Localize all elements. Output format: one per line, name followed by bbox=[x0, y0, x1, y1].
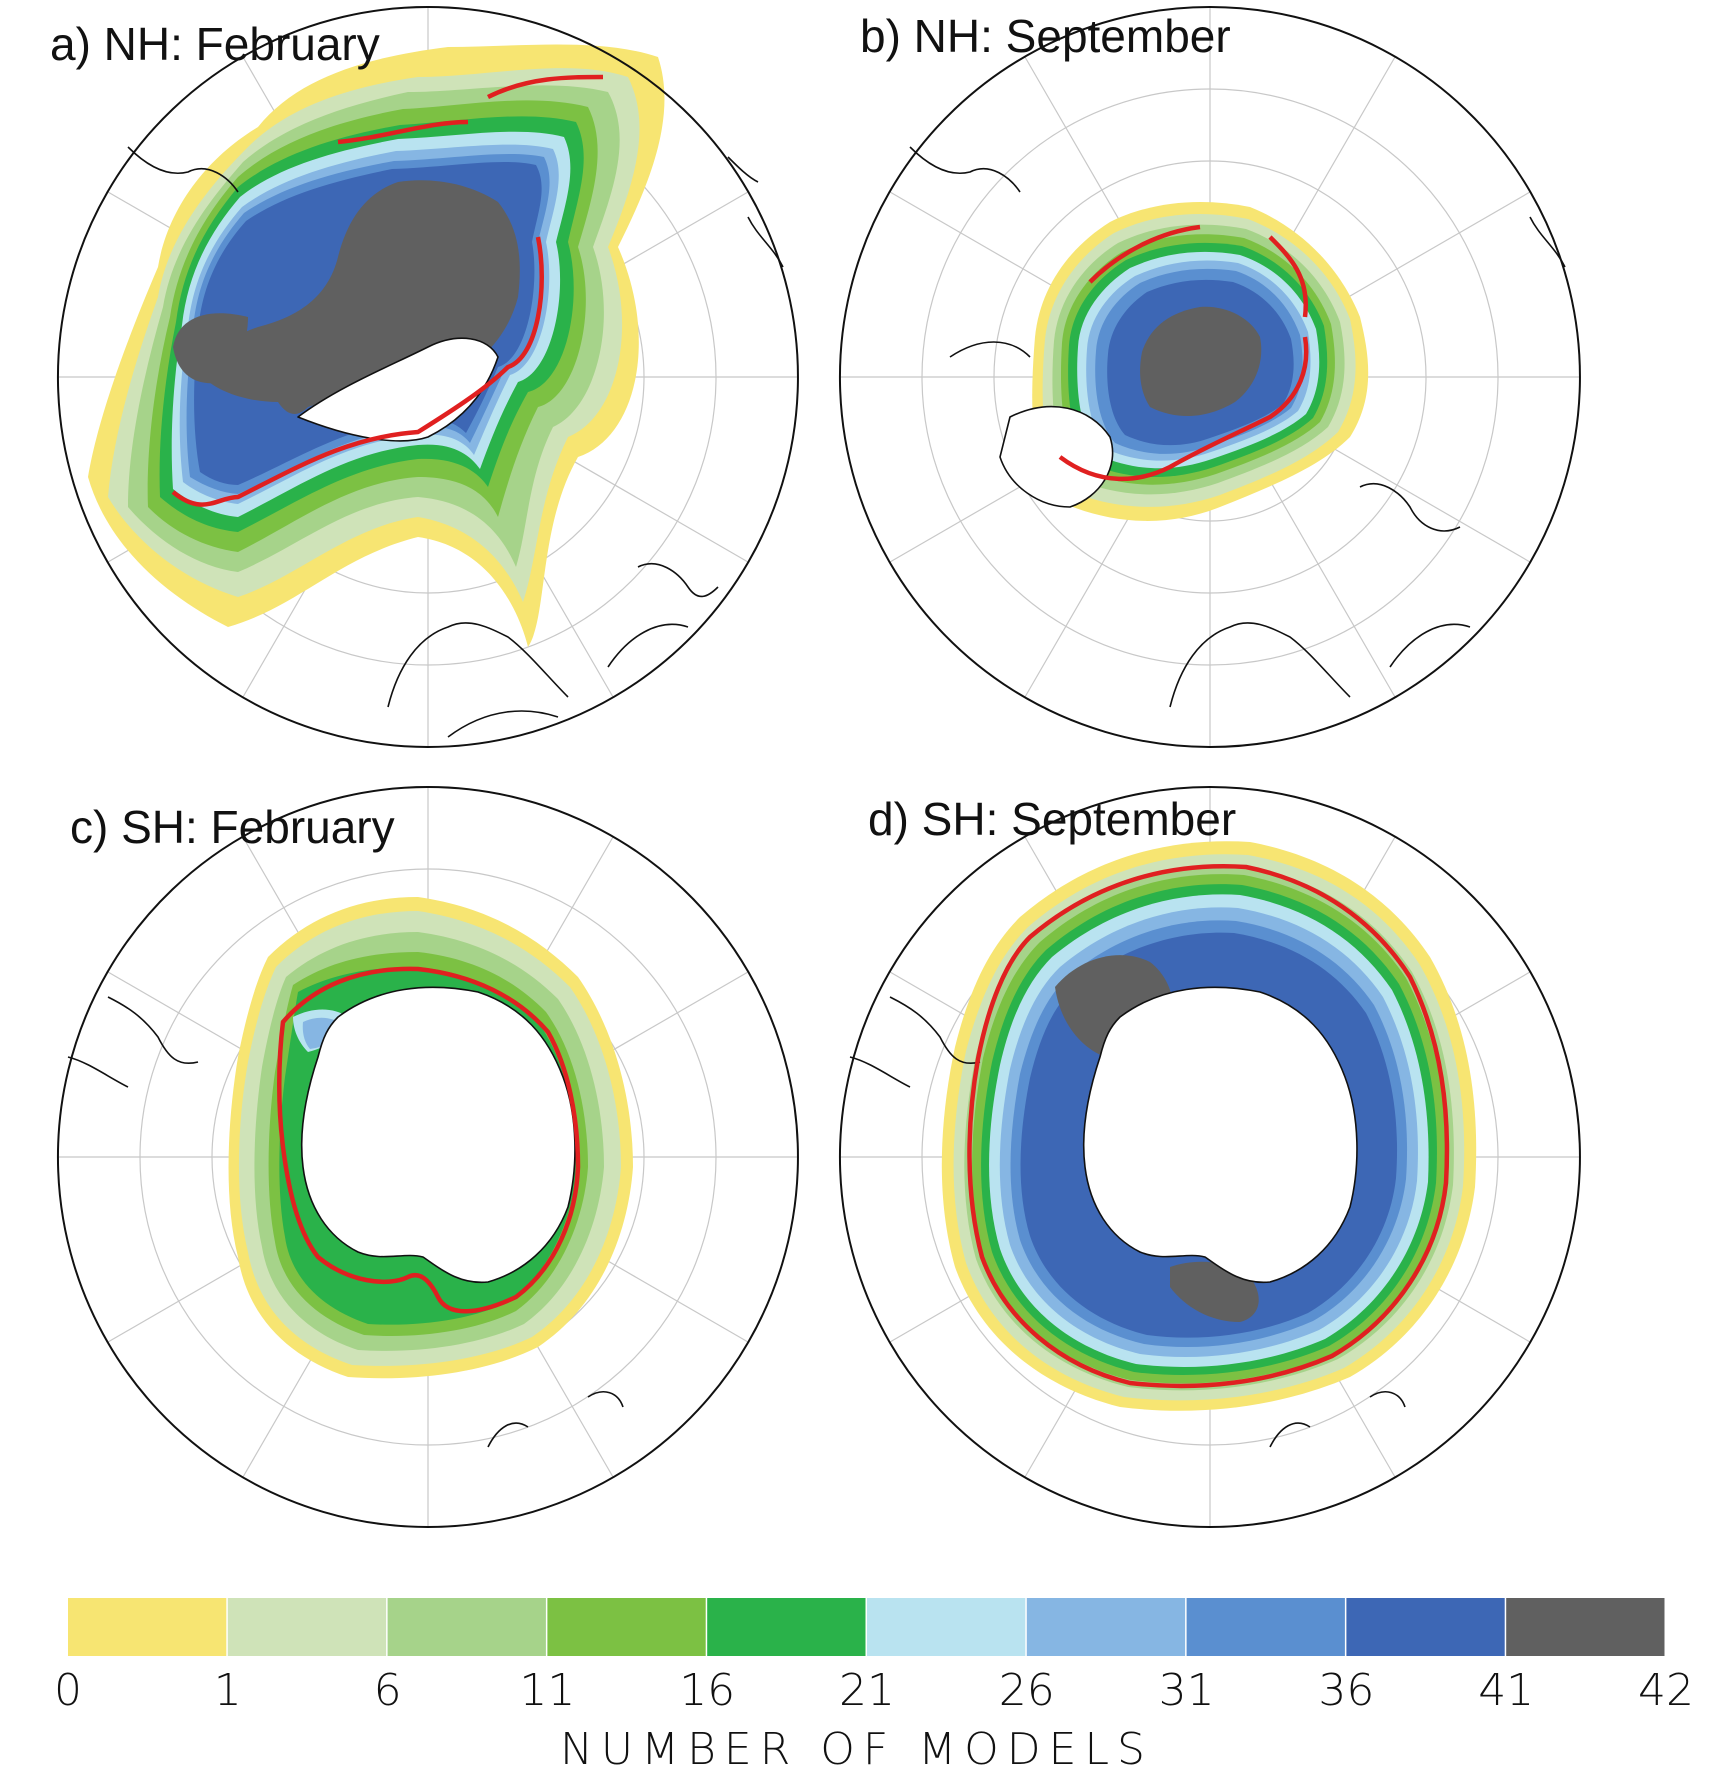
observed-ice-edge bbox=[171, 74, 604, 507]
sea-ice-model-agreement bbox=[1032, 202, 1369, 521]
panel-nh-february bbox=[57, 6, 799, 748]
colorbar-tick-label: 11 bbox=[519, 1665, 575, 1716]
panel-title-b: b) NH: September bbox=[860, 10, 1231, 62]
panel-title-d: d) SH: September bbox=[868, 793, 1236, 845]
colorbar-tick-label: 1 bbox=[214, 1665, 242, 1716]
colorbar-swatch bbox=[1346, 1598, 1505, 1656]
colorbar-swatch bbox=[68, 1598, 227, 1656]
observed-ice-edge bbox=[277, 966, 581, 1314]
colorbar-tick-label: 36 bbox=[1318, 1665, 1374, 1716]
colorbar-tick-label: 26 bbox=[999, 1665, 1055, 1716]
antarctica-landmass bbox=[67, 986, 624, 1448]
colorbar-tick-label: 41 bbox=[1478, 1665, 1534, 1716]
colorbar-tick-label: 31 bbox=[1159, 1665, 1215, 1716]
colorbar-swatch bbox=[1026, 1598, 1186, 1656]
colorbar-tick-label: 6 bbox=[374, 1665, 402, 1716]
colorbar-axis-label: NUMBER OF MODELS bbox=[560, 1724, 1153, 1775]
map-frame bbox=[839, 6, 1581, 748]
colorbar-swatch bbox=[387, 1598, 546, 1656]
colorbar: 0 1 6 11 16 21 26 31 36 41 42 bbox=[54, 1598, 1694, 1716]
panel-title-c: c) SH: February bbox=[70, 801, 395, 853]
colorbar-swatch bbox=[227, 1598, 387, 1656]
colorbar-swatch bbox=[707, 1598, 866, 1656]
map-frame bbox=[57, 786, 799, 1528]
colorbar-tick-label: 21 bbox=[839, 1665, 895, 1716]
colorbar-tick-label: 0 bbox=[54, 1665, 82, 1716]
panel-nh-september bbox=[839, 6, 1581, 748]
observed-ice-edge bbox=[967, 864, 1450, 1389]
sea-ice-model-agreement bbox=[88, 44, 665, 647]
panel-sh-february bbox=[57, 786, 799, 1528]
map-frame bbox=[57, 6, 799, 748]
observed-ice-edge bbox=[1058, 224, 1309, 482]
colorbar-tick-label: 42 bbox=[1638, 1665, 1694, 1716]
colorbar-swatch bbox=[1506, 1598, 1665, 1656]
panel-sh-september bbox=[839, 786, 1581, 1528]
colorbar-swatch bbox=[547, 1598, 706, 1656]
antarctica-landmass bbox=[849, 986, 1406, 1448]
panel-title-a: a) NH: February bbox=[50, 18, 380, 70]
colorbar-swatch bbox=[1186, 1598, 1345, 1656]
colorbar-swatch bbox=[867, 1598, 1026, 1656]
map-frame bbox=[839, 786, 1581, 1528]
colorbar-tick-label: 16 bbox=[679, 1665, 735, 1716]
